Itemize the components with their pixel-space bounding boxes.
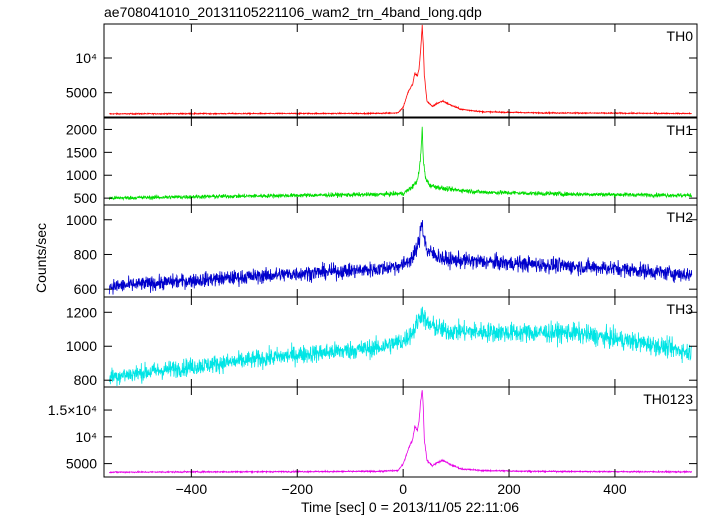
panel-label: TH2: [667, 209, 694, 225]
y-tick-label: 1000: [66, 212, 97, 228]
panels: TH0 5000 10⁴ TH1 500 1000 1500 2000 TH2 600 800 100…: [48, 23, 698, 478]
y-axis-label: Counts/sec: [33, 223, 49, 293]
x-axis-label: Time [sec] 0 = 2013/11/05 22:11:06: [301, 499, 519, 515]
y-tick-label: 2000: [66, 121, 97, 137]
x-tick-label: 200: [497, 481, 521, 497]
y-tick-label: 5000: [66, 85, 97, 101]
y-tick-label: 1.5×10⁴: [48, 402, 97, 418]
x-axis-ticks: −400 −200 0 200 400: [176, 481, 627, 497]
panel-label: TH1: [667, 122, 694, 138]
y-tick-label: 800: [74, 372, 98, 388]
y-tick-label: 500: [74, 190, 98, 206]
y-tick-label: 1000: [66, 338, 97, 354]
series-line-th0: [109, 24, 692, 116]
chart-title: ae708041010_20131105221106_wam2_trn_4ban…: [104, 4, 482, 20]
x-tick-label: −200: [281, 481, 313, 497]
x-tick-label: −400: [176, 481, 208, 497]
series-line-th1: [108, 126, 693, 202]
panel-th0123: TH0123 5000 10⁴ 1.5×10⁴: [48, 386, 698, 478]
panel-frame: [103, 386, 698, 478]
panel-th2: TH2 600 800 1000: [66, 204, 698, 298]
y-tick-label: 1500: [66, 144, 97, 160]
panel-th0: TH0 5000 10⁴: [66, 23, 698, 118]
y-tick-label: 5000: [66, 456, 97, 472]
y-tick-label: 1200: [66, 304, 97, 320]
x-tick-label: 400: [603, 481, 627, 497]
series-line-th0123: [108, 390, 693, 475]
panel-frame: [103, 23, 698, 118]
panel-label: TH0: [667, 28, 694, 44]
y-tick-label: 600: [74, 281, 98, 297]
y-tick-label: 10⁴: [75, 429, 97, 445]
series-line-th3: [108, 306, 692, 386]
y-tick-label: 800: [74, 246, 98, 262]
panel-label: TH3: [667, 301, 694, 317]
panel-label: TH0123: [643, 391, 693, 407]
panel-th1: TH1 500 1000 1500 2000: [66, 117, 698, 206]
x-tick-label: 0: [399, 481, 407, 497]
panel-th3: TH3 800 1000 1200: [66, 296, 698, 388]
series-line-th2: [108, 220, 693, 295]
y-tick-label: 1000: [66, 167, 97, 183]
y-tick-label: 10⁴: [75, 50, 97, 66]
